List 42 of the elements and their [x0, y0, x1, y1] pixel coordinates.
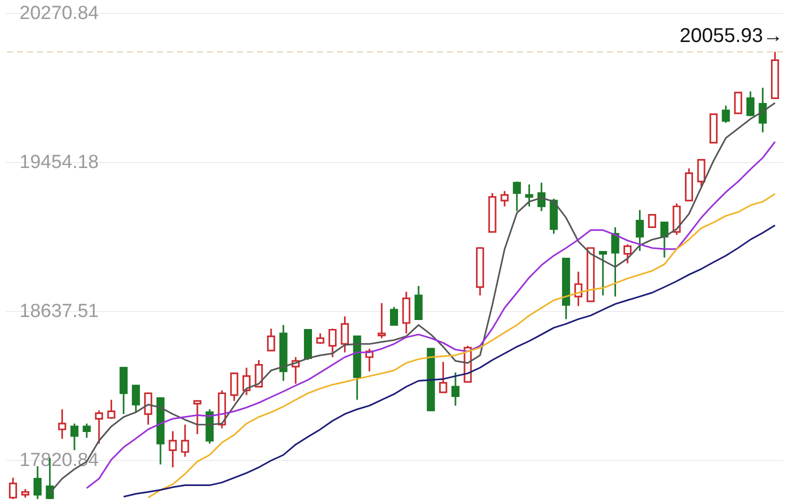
candlestick — [500, 190, 509, 208]
candlestick — [746, 90, 754, 118]
candlestick — [168, 430, 177, 468]
candlestick — [623, 244, 632, 264]
candlestick — [611, 226, 620, 298]
candlestick — [58, 408, 66, 440]
candlestick — [230, 372, 238, 402]
candlestick — [414, 285, 423, 320]
candlestick — [512, 180, 521, 212]
candlestick — [636, 209, 644, 252]
candlestick — [267, 328, 276, 352]
candlestick — [181, 424, 190, 458]
candlestick — [328, 328, 337, 358]
ref-line-label: 20055.93→ — [680, 24, 784, 47]
candlestick — [82, 422, 91, 439]
candlestick — [94, 410, 104, 444]
candlestick — [340, 316, 349, 354]
candlestick — [144, 392, 152, 426]
candlestick — [525, 184, 534, 208]
candlestick — [439, 361, 448, 394]
candlestick — [70, 422, 78, 451]
candlestick — [193, 400, 202, 435]
candlestick — [242, 366, 251, 396]
candlestick — [758, 86, 767, 134]
candlestick — [34, 465, 42, 500]
y-tick-label: 18637.51 — [20, 301, 99, 322]
candlestick — [734, 92, 742, 114]
candlestick — [598, 251, 607, 296]
candlestick — [451, 372, 460, 406]
candlestick — [254, 359, 263, 388]
candlestick — [378, 302, 386, 339]
candlestick — [132, 384, 140, 414]
candlestick — [697, 159, 706, 188]
candlestick — [107, 399, 116, 420]
y-tick-label: 20270.84 — [20, 3, 100, 24]
candlestick — [722, 104, 730, 124]
y-tick-label: 19454.18 — [20, 152, 99, 174]
candlestick — [660, 222, 668, 258]
candlestick — [316, 332, 324, 345]
candlestick — [390, 306, 398, 326]
candlestick — [574, 270, 582, 307]
candlestick — [648, 214, 656, 228]
